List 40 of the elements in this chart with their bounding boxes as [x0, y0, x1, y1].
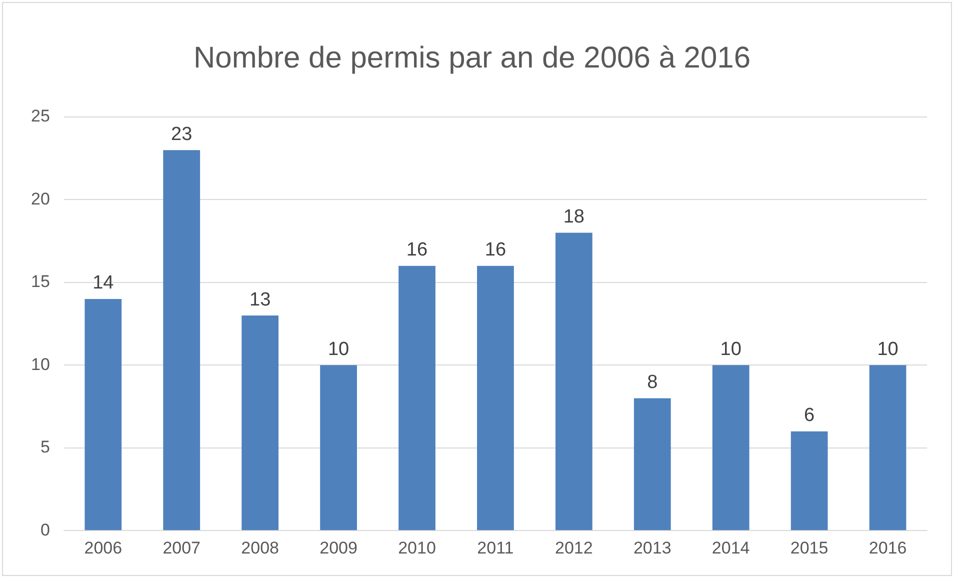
y-tick-label: 5 [40, 438, 50, 457]
x-tick-label: 2013 [633, 538, 672, 558]
data-label: 16 [484, 240, 506, 261]
bar [555, 232, 592, 530]
y-tick-label: 0 [40, 520, 50, 540]
y-tick-label: 20 [30, 189, 50, 208]
bar [242, 316, 279, 530]
bar [320, 365, 357, 530]
data-label: 10 [720, 338, 742, 360]
data-label: 6 [804, 405, 815, 426]
x-tick-label: 2008 [241, 538, 279, 558]
data-label: 14 [92, 272, 114, 294]
data-label: 8 [647, 372, 658, 393]
x-tick-label: 2010 [398, 538, 436, 558]
y-tick-label: 15 [30, 272, 50, 292]
x-tick-label: 2011 [477, 538, 514, 558]
x-tick-label: 2006 [84, 538, 122, 558]
chart-title: Nombre de permis par an de 2006 à 2016 [193, 41, 751, 74]
bar [634, 398, 671, 530]
y-tick-label: 10 [30, 354, 50, 374]
x-tick-label: 2014 [712, 538, 750, 558]
data-label: 10 [877, 338, 898, 360]
x-tick-label: 2007 [162, 538, 201, 558]
data-label: 13 [249, 289, 271, 310]
data-label: 10 [328, 338, 350, 360]
bar [477, 266, 514, 530]
bar [398, 266, 436, 530]
bar [84, 298, 122, 530]
bar [869, 365, 906, 530]
x-tick-label: 2016 [868, 538, 907, 558]
y-tick-label: 25 [30, 106, 50, 126]
data-label: 23 [171, 124, 192, 145]
bar [712, 365, 750, 530]
bar [163, 150, 200, 530]
x-tick-label: 2012 [555, 538, 593, 558]
bar [790, 431, 828, 530]
x-tick-label: 2009 [320, 538, 358, 558]
x-tick-label: 2015 [790, 538, 828, 558]
data-label: 16 [406, 240, 428, 261]
data-label: 18 [563, 206, 584, 228]
